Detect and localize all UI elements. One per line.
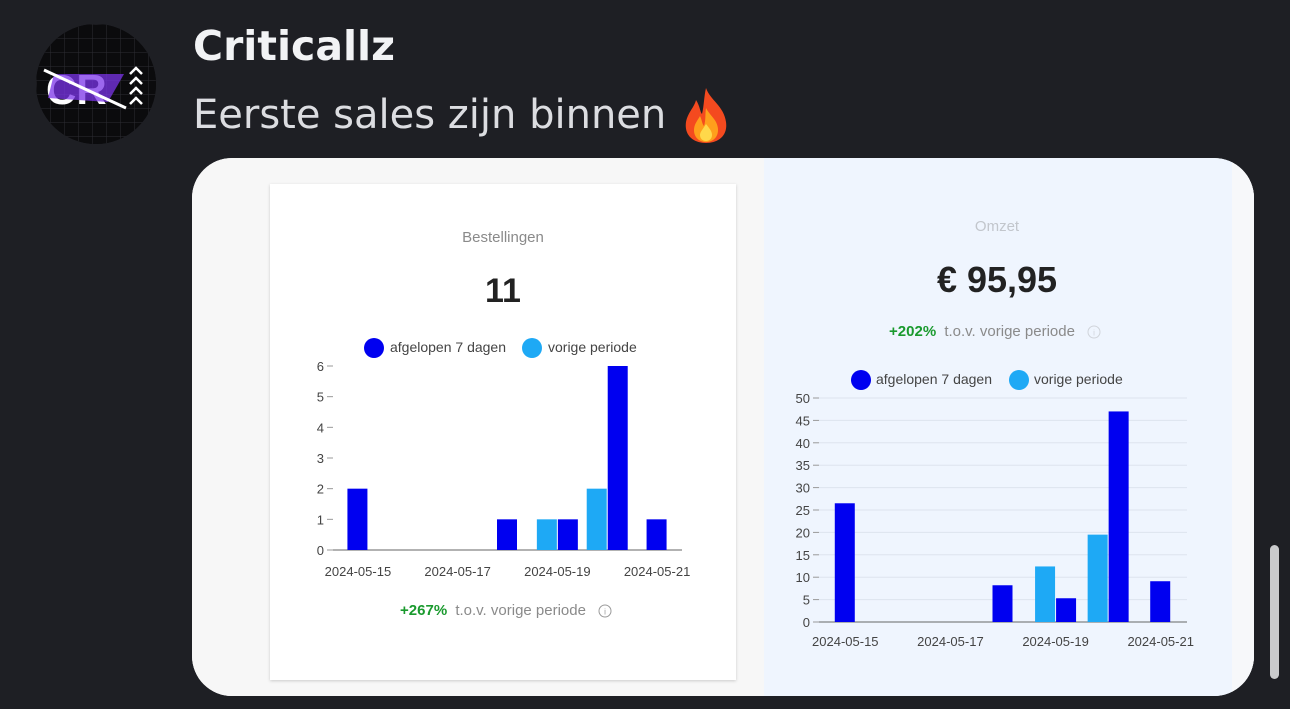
- bar-previous-2024-05-19[interactable]: [1035, 566, 1056, 622]
- bar-current-2024-05-18[interactable]: [992, 585, 1013, 622]
- y-tick-label: 15: [796, 548, 810, 563]
- avatar[interactable]: CR: [36, 24, 156, 144]
- y-tick-label: 40: [796, 436, 810, 451]
- y-tick-label: 1: [317, 512, 324, 527]
- bar-previous-2024-05-19[interactable]: [536, 519, 557, 550]
- y-tick-label: 35: [796, 458, 810, 473]
- legend-label-previous: vorige periode: [1034, 371, 1123, 387]
- y-tick-label: 2: [317, 482, 324, 497]
- scrollbar[interactable]: [1270, 545, 1279, 679]
- x-tick-label: 2024-05-15: [812, 634, 879, 649]
- legend-swatch-current: [851, 370, 871, 390]
- avatar-logo: CR: [36, 24, 156, 144]
- bar-current-2024-05-15[interactable]: [347, 488, 368, 550]
- y-tick-label: 4: [317, 420, 324, 435]
- y-tick-label: 5: [803, 593, 810, 608]
- orders-title: Bestellingen: [462, 229, 544, 246]
- author-name[interactable]: Criticallz: [193, 22, 395, 70]
- message-text: Eerste sales zijn binnen: [193, 92, 667, 138]
- x-tick-label: 2024-05-21: [624, 564, 691, 579]
- x-tick-label: 2024-05-17: [917, 634, 984, 649]
- y-tick-label: 30: [796, 481, 810, 496]
- bar-current-2024-05-19[interactable]: [1056, 598, 1077, 622]
- y-tick-label: 0: [803, 615, 810, 630]
- bar-previous-2024-05-20[interactable]: [586, 488, 607, 550]
- info-icon: i: [1087, 325, 1101, 339]
- info-icon: i: [598, 604, 612, 618]
- y-tick-label: 45: [796, 413, 810, 428]
- bar-current-2024-05-20[interactable]: [607, 366, 628, 550]
- fire-icon: [680, 86, 732, 144]
- svg-text:i: i: [604, 608, 606, 617]
- y-tick-label: 10: [796, 570, 810, 585]
- legend-label-previous: vorige periode: [548, 339, 637, 355]
- x-tick-label: 2024-05-19: [1022, 634, 1089, 649]
- image-attachment[interactable]: Bestellingen 11 afgelopen 7 dagen vorige…: [192, 158, 1254, 696]
- revenue-legend: afgelopen 7 dagen vorige periode: [851, 370, 1123, 390]
- message-text-row: Eerste sales zijn binnen: [193, 86, 732, 144]
- revenue-total: € 95,95: [937, 259, 1057, 300]
- bar-current-2024-05-15[interactable]: [834, 503, 855, 622]
- x-tick-label: 2024-05-19: [524, 564, 591, 579]
- x-tick-label: 2024-05-17: [424, 564, 491, 579]
- bar-current-2024-05-21[interactable]: [646, 519, 667, 550]
- orders-change: +267% t.o.v. vorige periode i: [400, 602, 612, 619]
- y-tick-label: 50: [796, 391, 810, 406]
- bar-current-2024-05-18[interactable]: [497, 519, 517, 550]
- y-tick-label: 25: [796, 503, 810, 518]
- orders-change-text: +267% t.o.v. vorige periode: [400, 602, 586, 619]
- legend-swatch-current: [364, 338, 384, 358]
- bar-current-2024-05-21[interactable]: [1150, 581, 1171, 622]
- x-tick-label: 2024-05-15: [325, 564, 392, 579]
- orders-chart: Bestellingen 11 afgelopen 7 dagen vorige…: [317, 229, 691, 619]
- legend-label-current: afgelopen 7 dagen: [876, 371, 992, 387]
- legend-label-current: afgelopen 7 dagen: [390, 339, 506, 355]
- y-tick-label: 3: [317, 451, 324, 466]
- legend-swatch-previous: [1009, 370, 1029, 390]
- bar-current-2024-05-20[interactable]: [1108, 411, 1129, 622]
- orders-panel: Bestellingen 11 afgelopen 7 dagen vorige…: [192, 158, 764, 696]
- revenue-panel: Omzet € 95,95 +202% t.o.v. vorige period…: [764, 158, 1254, 696]
- y-tick-label: 0: [317, 543, 324, 558]
- revenue-change: +202% t.o.v. vorige periode i: [889, 323, 1101, 340]
- revenue-chart: Omzet € 95,95 +202% t.o.v. vorige period…: [796, 218, 1194, 649]
- orders-card: Bestellingen 11 afgelopen 7 dagen vorige…: [270, 184, 736, 680]
- y-tick-label: 20: [796, 525, 810, 540]
- revenue-title: Omzet: [975, 218, 1020, 235]
- orders-total: 11: [485, 272, 521, 310]
- svg-text:i: i: [1093, 329, 1095, 338]
- x-tick-label: 2024-05-21: [1127, 634, 1194, 649]
- revenue-change-text: +202% t.o.v. vorige periode: [889, 323, 1075, 340]
- legend-swatch-previous: [522, 338, 542, 358]
- bar-current-2024-05-19[interactable]: [557, 519, 578, 550]
- y-tick-label: 5: [317, 390, 324, 405]
- panel-edge: [1232, 158, 1254, 696]
- orders-legend: afgelopen 7 dagen vorige periode: [364, 338, 637, 358]
- bar-previous-2024-05-20[interactable]: [1087, 534, 1108, 622]
- y-tick-label: 6: [317, 359, 324, 374]
